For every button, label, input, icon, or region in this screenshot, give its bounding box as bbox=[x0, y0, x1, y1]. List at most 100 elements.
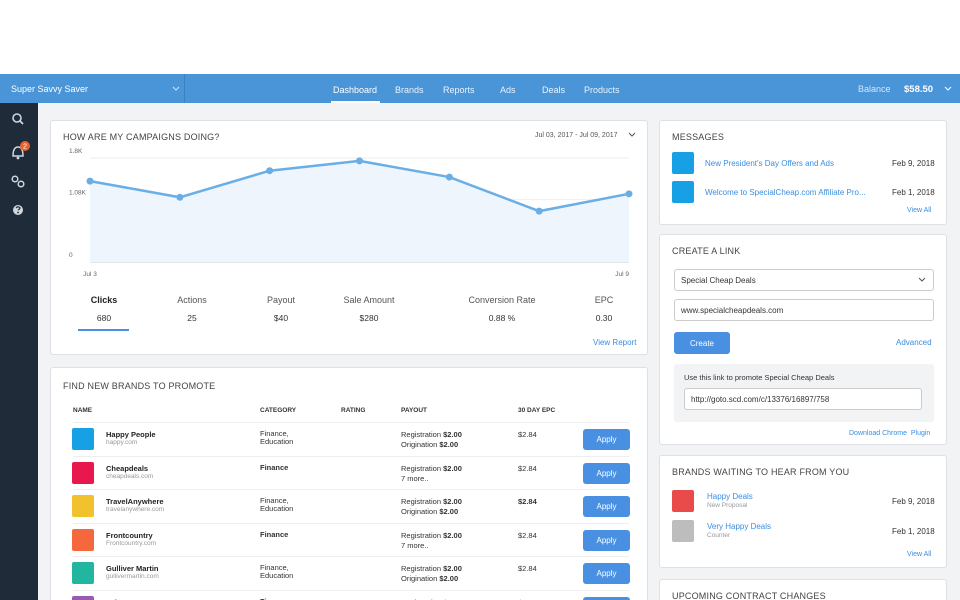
view-report[interactable]: View Report bbox=[593, 338, 637, 347]
apply-button[interactable]: Apply bbox=[583, 563, 630, 584]
badge bbox=[20, 141, 30, 151]
sidebar-icons: 2 bbox=[11, 113, 30, 215]
dropdown-icon[interactable] bbox=[918, 277, 926, 283]
plugin-link[interactable]: Download Chrome Plugin bbox=[849, 430, 931, 437]
payout-amount: $2.00 bbox=[443, 564, 462, 573]
apply-button[interactable]: Apply bbox=[583, 429, 630, 450]
payout-line: Registration $2.00 bbox=[401, 531, 462, 540]
row-divider bbox=[73, 455, 629, 457]
nav-tab[interactable]: Brands bbox=[395, 85, 424, 95]
payout-label: 7 more.. bbox=[401, 473, 429, 483]
payout-label: Origination bbox=[401, 574, 438, 583]
search-icon[interactable] bbox=[12, 113, 24, 125]
payout-label: Registration bbox=[401, 497, 442, 506]
epc: $2.84 bbox=[518, 430, 537, 439]
create-link-card: CREATE A LINK Special Cheap Deals www.sp… bbox=[659, 234, 947, 445]
nav-tab[interactable]: Ads bbox=[500, 85, 516, 95]
brand-name[interactable]: Happy People bbox=[106, 430, 156, 439]
payout-line: 7 more.. bbox=[401, 541, 429, 550]
payout-label: Registration bbox=[401, 598, 441, 600]
brand-url: happy.com bbox=[106, 439, 138, 446]
separator bbox=[184, 74, 185, 103]
date-range[interactable]: Jul 03, 2017 - Jul 09, 2017 bbox=[535, 132, 618, 139]
brand-name[interactable]: Frontcountry bbox=[106, 530, 153, 540]
view-all[interactable]: View All bbox=[907, 207, 932, 214]
card-title: HOW ARE MY CAMPAIGNS DOING? bbox=[63, 132, 220, 142]
apply-button[interactable]: Apply bbox=[583, 529, 630, 551]
y-tick-label: 1.8K bbox=[69, 148, 83, 155]
card-title: BRANDS WAITING TO HEAR FROM YOU bbox=[672, 467, 850, 477]
nav-tab[interactable]: Dashboard bbox=[333, 85, 378, 95]
dropdown-icon[interactable] bbox=[628, 132, 636, 138]
brand-select[interactable]: Special Cheap Deals bbox=[674, 269, 934, 291]
brand-name[interactable]: Happy Deals bbox=[707, 492, 753, 501]
button-label: Apply bbox=[596, 569, 617, 578]
brand-name[interactable]: John Doe bbox=[106, 598, 140, 600]
brand-name[interactable]: Cheapdeals bbox=[106, 463, 149, 473]
payout-amount: $2.00 bbox=[439, 507, 459, 516]
button-label: Apply bbox=[596, 502, 617, 511]
nav-tab[interactable]: Reports bbox=[443, 85, 475, 95]
payout-label: Registration bbox=[401, 463, 442, 473]
brand-url: travelanywhere.com bbox=[106, 506, 165, 513]
payout-label: Origination bbox=[401, 440, 438, 449]
category: Finance bbox=[260, 597, 315, 600]
sidebar: 2 bbox=[0, 103, 38, 600]
brand-name[interactable]: TravelAnywhere bbox=[106, 497, 164, 506]
message-title[interactable]: New President's Day Offers and Ads bbox=[705, 159, 834, 168]
data-point bbox=[445, 173, 453, 181]
help-icon[interactable] bbox=[13, 205, 23, 215]
balance-label: Balance bbox=[858, 84, 891, 94]
payout-line: Registration $2.00 bbox=[401, 430, 462, 439]
stat-label: EPC bbox=[594, 295, 614, 305]
dropdown-icon[interactable] bbox=[944, 86, 952, 92]
dropdown-icon[interactable] bbox=[172, 86, 180, 92]
url-input[interactable]: www.specialcheapdeals.com bbox=[674, 299, 934, 321]
row-divider bbox=[73, 522, 629, 524]
account-name[interactable]: Super Savvy Saver bbox=[11, 84, 89, 94]
apply-button[interactable]: Apply bbox=[583, 462, 630, 484]
payout-amount: $2.00 bbox=[443, 530, 462, 540]
stat-label: Sale Amount bbox=[343, 295, 395, 305]
brand-name[interactable]: Very Happy Deals bbox=[707, 522, 772, 531]
payout-line: Registration $2.00 bbox=[401, 497, 462, 506]
stat-value: 680 bbox=[96, 313, 112, 323]
payout-line: Origination $2.00 bbox=[401, 507, 458, 516]
data-point bbox=[535, 207, 543, 215]
brand-logo bbox=[72, 428, 94, 450]
row-divider bbox=[73, 422, 629, 423]
payout-amount: $2.00 bbox=[439, 574, 459, 583]
nav-tab[interactable]: Deals bbox=[542, 85, 566, 95]
card-title: FIND NEW BRANDS TO PROMOTE bbox=[63, 381, 216, 391]
area-fill bbox=[90, 160, 629, 262]
stat-label: Clicks bbox=[90, 295, 118, 305]
data-point bbox=[266, 167, 274, 175]
x-tick-label: Jul 3 bbox=[83, 271, 97, 278]
brand-url: cheapdeals.com bbox=[106, 472, 154, 480]
view-all[interactable]: View All bbox=[907, 551, 932, 558]
card-title: UPCOMING CONTRACT CHANGES bbox=[672, 591, 826, 600]
payout-label: Registration bbox=[401, 430, 442, 439]
create-button[interactable]: Create bbox=[674, 332, 730, 354]
link-icon[interactable] bbox=[11, 175, 25, 188]
apply-button[interactable]: Apply bbox=[583, 496, 630, 517]
row-divider bbox=[73, 556, 629, 557]
advanced-link[interactable]: Advanced bbox=[896, 338, 932, 347]
brand-logo bbox=[72, 495, 94, 517]
payout-label: Registration bbox=[401, 564, 442, 573]
payout-label: Registration bbox=[401, 530, 442, 540]
brand-logo bbox=[672, 490, 694, 512]
brand-select-value: Special Cheap Deals bbox=[681, 275, 756, 285]
nav-tab[interactable]: Products bbox=[584, 85, 620, 95]
bell-icon[interactable] bbox=[12, 146, 24, 160]
message-title[interactable]: Welcome to SpecialCheap.com Affiliate Pr… bbox=[705, 188, 866, 197]
column-header: 30 DAY EPC bbox=[518, 407, 556, 414]
brand-url: gullivermartin.com bbox=[106, 573, 159, 580]
apply-button[interactable] bbox=[583, 596, 630, 600]
epc: $2.84 bbox=[518, 463, 537, 473]
brand-name[interactable]: Gulliver Martin bbox=[106, 564, 159, 573]
generated-link[interactable]: http://goto.scd.com/c/13376/16897/758 bbox=[684, 388, 922, 410]
epc: $2.84 bbox=[518, 530, 537, 540]
message-icon bbox=[672, 181, 694, 203]
stat-value: 25 bbox=[187, 313, 197, 323]
